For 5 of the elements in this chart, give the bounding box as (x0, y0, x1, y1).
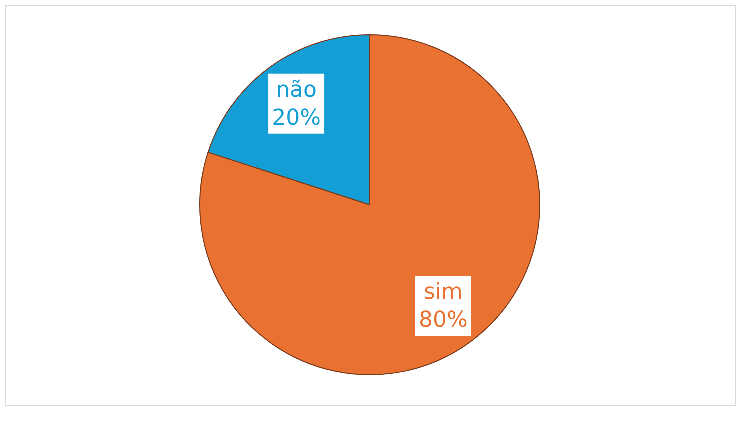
data-label: 80% (419, 308, 468, 334)
data-label: 20% (272, 106, 321, 131)
slice-label: não (276, 78, 317, 103)
pie-slice (200, 34, 540, 376)
slice-label: sim (424, 280, 463, 306)
